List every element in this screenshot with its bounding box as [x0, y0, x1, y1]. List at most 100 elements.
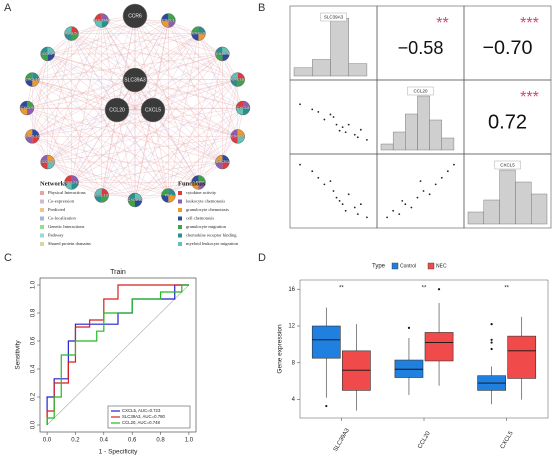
edge [101, 20, 244, 109]
node-ring [191, 26, 206, 41]
node-ring [40, 154, 55, 170]
edge [134, 79, 169, 196]
node: CXCL10 [25, 129, 41, 144]
edge [116, 20, 169, 111]
node-slice [32, 79, 40, 87]
node-label: CXCL1 [162, 18, 176, 23]
node-slice [32, 129, 40, 137]
edge [116, 33, 199, 111]
edge [26, 79, 136, 109]
edge [134, 79, 238, 137]
scatter-point [356, 213, 359, 216]
edge [134, 15, 238, 80]
node-slice [230, 79, 238, 87]
node-slice [27, 108, 34, 115]
edge [71, 33, 136, 81]
edge [32, 33, 72, 137]
outlier [490, 341, 493, 344]
edge [26, 107, 154, 111]
edge [32, 79, 238, 137]
node-ring [161, 13, 176, 28]
node: CCR6 [122, 3, 148, 29]
scatter-point [440, 176, 443, 179]
scatter-point [386, 216, 388, 219]
node-slice [191, 182, 199, 190]
scatter-point [401, 200, 404, 202]
edge [32, 20, 102, 80]
edge [26, 79, 238, 109]
edge [71, 33, 244, 109]
edge [71, 109, 154, 183]
scatter-point [356, 136, 359, 139]
edge [47, 161, 136, 201]
legend-title: Type [372, 264, 386, 270]
node-slice [243, 108, 250, 115]
edge [32, 79, 118, 111]
edge [32, 33, 199, 137]
edge [32, 15, 136, 80]
scatter-point [332, 190, 335, 192]
node-slice [25, 72, 33, 80]
panel-cell [376, 153, 465, 229]
legend-swatch [40, 225, 44, 229]
edge [101, 20, 238, 80]
edge [32, 79, 223, 163]
node-slice [20, 108, 27, 115]
node: CXCL3 [215, 46, 230, 62]
y-axis-label: Sensitivity [15, 340, 22, 370]
node: CXCL5 [140, 97, 166, 123]
node-ring [127, 192, 143, 208]
edge [116, 79, 238, 111]
scatter-point [347, 193, 350, 196]
edge [134, 33, 199, 201]
hist-bar [499, 169, 516, 225]
legend-title: Networks [40, 180, 67, 187]
legend-label: Co-localization [48, 216, 76, 221]
node-slice [128, 193, 135, 200]
x-tick-label: 0.6 [128, 438, 137, 444]
edge [47, 20, 169, 55]
edge [134, 15, 238, 137]
node-slice [20, 101, 27, 108]
edge [168, 20, 223, 163]
legend-swatch [178, 208, 182, 212]
plot-frame [39, 277, 197, 433]
edge [32, 33, 199, 80]
edge [134, 79, 244, 109]
edge [134, 109, 154, 201]
node-circle [122, 67, 148, 93]
legend-swatch [178, 216, 182, 221]
hist-bar [380, 143, 394, 151]
node-slice [161, 20, 169, 28]
scatter-point [335, 196, 338, 199]
hist-bar [417, 95, 430, 151]
node-slice [40, 155, 48, 163]
node-slice [168, 188, 176, 196]
legend-label: NEC [436, 263, 447, 269]
scatter-point [446, 170, 449, 173]
edge [26, 15, 136, 109]
edge [47, 136, 238, 163]
significance: ** [339, 286, 344, 292]
edge [32, 53, 223, 80]
panel-label: D [258, 252, 266, 264]
node-ring [191, 175, 206, 190]
panel-cell [463, 153, 552, 229]
node-ring [230, 129, 245, 144]
x-tick-label: CCL20 [417, 430, 432, 450]
node: CCL5 [64, 26, 79, 41]
node-label: CCL2 [43, 51, 54, 56]
y-tick-label: 1.0 [31, 280, 37, 289]
node-slice [215, 46, 223, 54]
edge [134, 15, 199, 183]
edge [198, 79, 238, 183]
edge [32, 107, 244, 137]
var-label-box [407, 86, 434, 96]
roc-curve [46, 284, 189, 425]
edge [71, 33, 154, 111]
node-slice [230, 129, 238, 137]
legend-swatch [391, 262, 399, 270]
node-slice [135, 200, 142, 207]
edge [32, 79, 136, 137]
scatter-point [359, 128, 362, 131]
